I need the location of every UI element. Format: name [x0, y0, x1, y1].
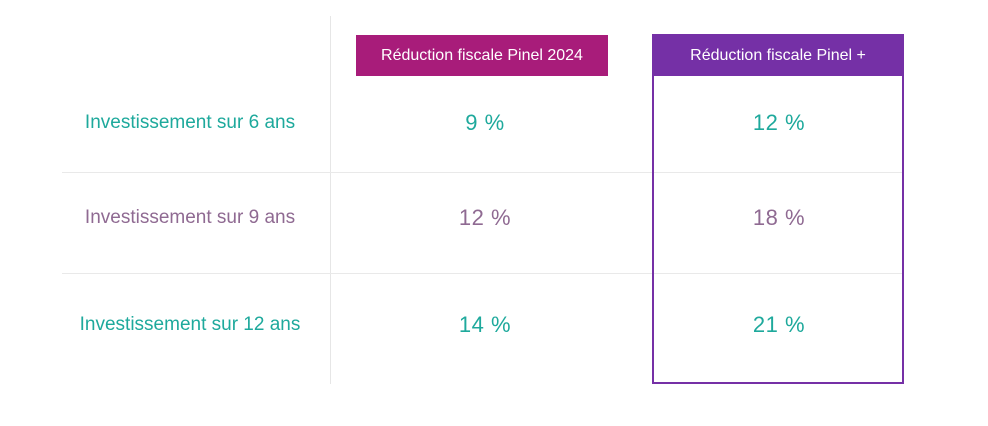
header-pinel-2024: Réduction fiscale Pinel 2024: [356, 35, 608, 76]
row-divider: [62, 273, 652, 274]
cell-12-ans-pinel-2024: 14 %: [458, 312, 512, 337]
header-pinel-plus: Réduction fiscale Pinel +: [653, 35, 903, 76]
row-divider: [654, 172, 902, 173]
row-label-6-ans: Investissement sur 6 ans: [84, 112, 296, 133]
cell-12-ans-pinel-plus: 21 %: [752, 312, 806, 337]
cell-6-ans-pinel-plus: 12 %: [752, 110, 806, 135]
cell-9-ans-pinel-plus: 18 %: [752, 205, 806, 230]
row-divider: [62, 172, 652, 173]
column-divider: [330, 16, 331, 384]
cell-9-ans-pinel-2024: 12 %: [458, 205, 512, 230]
row-label-9-ans: Investissement sur 9 ans: [84, 207, 296, 228]
row-divider: [654, 273, 902, 274]
cell-6-ans-pinel-2024: 9 %: [465, 110, 505, 135]
row-label-12-ans: Investissement sur 12 ans: [79, 314, 301, 335]
